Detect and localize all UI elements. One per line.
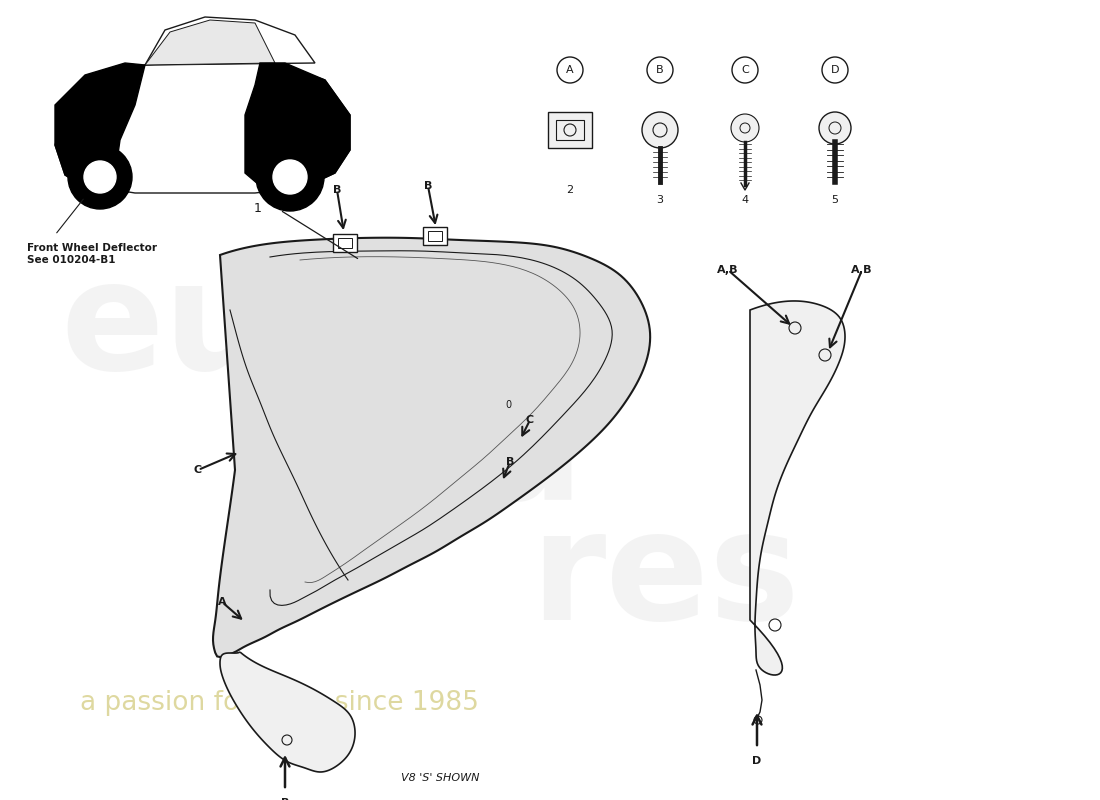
Text: C: C — [741, 65, 749, 75]
Text: 0: 0 — [505, 400, 512, 410]
Text: B: B — [280, 798, 289, 800]
Text: B: B — [424, 181, 432, 191]
Text: A,B: A,B — [851, 265, 872, 275]
Polygon shape — [145, 20, 275, 65]
Circle shape — [642, 112, 678, 148]
Polygon shape — [55, 63, 145, 185]
Text: B: B — [657, 65, 663, 75]
Circle shape — [732, 114, 759, 142]
Text: a passion for parts since 1985: a passion for parts since 1985 — [80, 690, 478, 716]
Circle shape — [564, 124, 576, 136]
Text: C: C — [526, 415, 535, 425]
Polygon shape — [213, 238, 650, 658]
Circle shape — [273, 160, 307, 194]
Circle shape — [84, 161, 116, 193]
FancyBboxPatch shape — [333, 234, 358, 252]
Text: D: D — [752, 756, 761, 766]
Polygon shape — [145, 17, 315, 65]
Text: A: A — [218, 597, 227, 607]
Circle shape — [820, 112, 851, 144]
FancyBboxPatch shape — [424, 227, 447, 245]
Text: V8 'S' SHOWN: V8 'S' SHOWN — [400, 773, 480, 783]
Text: D: D — [830, 65, 839, 75]
Text: B: B — [333, 185, 341, 195]
Text: res: res — [530, 503, 800, 652]
Circle shape — [68, 145, 132, 209]
Text: 1: 1 — [254, 202, 262, 214]
Polygon shape — [55, 60, 350, 193]
Text: A,B: A,B — [717, 265, 739, 275]
Polygon shape — [245, 63, 350, 190]
Polygon shape — [220, 652, 355, 772]
Polygon shape — [750, 301, 845, 675]
Text: A: A — [566, 65, 574, 75]
Text: euro: euro — [60, 253, 453, 402]
Text: spa: spa — [280, 383, 583, 532]
Text: 4: 4 — [741, 195, 749, 205]
Text: B: B — [506, 457, 514, 467]
Text: 3: 3 — [657, 195, 663, 205]
Text: 5: 5 — [832, 195, 838, 205]
Circle shape — [256, 143, 324, 211]
Text: 2: 2 — [566, 185, 573, 195]
Text: C: C — [194, 465, 202, 475]
FancyBboxPatch shape — [548, 112, 592, 148]
Text: Front Wheel Deflector
See 010204-B1: Front Wheel Deflector See 010204-B1 — [28, 243, 157, 265]
